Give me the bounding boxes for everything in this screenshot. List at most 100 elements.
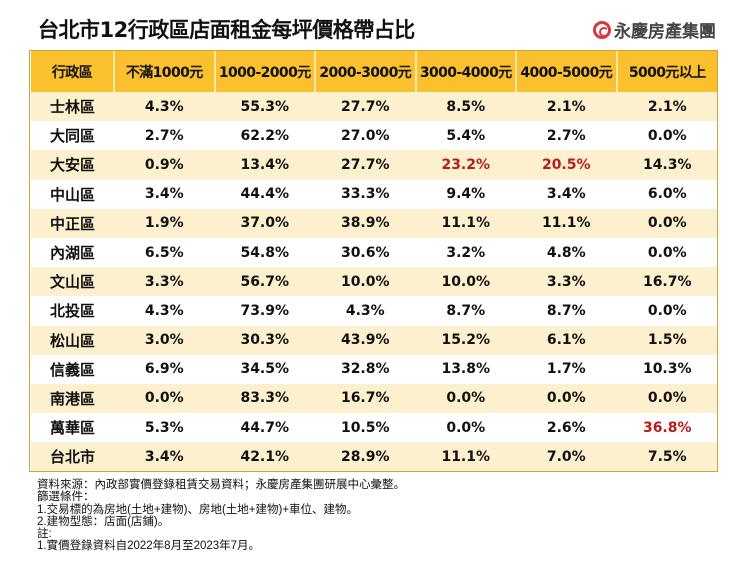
percent-cell: 9.4% <box>415 179 516 209</box>
percent-cell: 13.4% <box>214 150 315 180</box>
percent-cell: 10.0% <box>415 267 516 297</box>
table-row: 台北市 3.4% 42.1% 28.9% 11.1% 7.0% 7.5% <box>31 442 717 472</box>
percent-cell: 3.3% <box>114 267 215 297</box>
percent-cell: 1.9% <box>114 208 215 238</box>
percent-cell: 3.4% <box>114 442 215 472</box>
percent-cell: 28.9% <box>315 442 416 472</box>
percent-cell: 27.7% <box>315 150 416 180</box>
percent-cell: 11.1% <box>415 208 516 238</box>
price-band-table: 行政區 不滿1000元 1000-2000元 2000-3000元 3000-4000元… <box>30 51 717 472</box>
percent-cell: 0.0% <box>616 208 717 238</box>
footnotes: 資料來源：內政部實價登錄租賃交易資料；永慶房產集團研展中心彙整。 篩選條件： 1.交… <box>37 479 405 553</box>
district-cell: 大安區 <box>31 150 114 180</box>
percent-cell: 0.0% <box>616 383 717 414</box>
percent-cell: 11.1% <box>415 442 516 472</box>
percent-cell: 44.7% <box>214 413 315 443</box>
footnote-line: 註: <box>37 528 52 541</box>
district-cell: 中山區 <box>31 179 114 209</box>
percent-cell: 3.2% <box>415 237 516 268</box>
district-cell: 松山區 <box>31 325 114 355</box>
table-row: 中山區 3.4% 44.4% 33.3% 9.4% 3.4% 6.0% <box>31 179 717 209</box>
percent-cell: 7.5% <box>616 442 717 472</box>
percent-cell: 0.9% <box>114 150 215 180</box>
footnote-line: 2.建物型態：店面(店鋪)。 <box>37 515 170 528</box>
column-header: 4000-5000元 <box>515 51 617 92</box>
percent-cell: 1.7% <box>516 354 617 384</box>
percent-cell: 62.2% <box>214 121 315 151</box>
district-cell: 文山區 <box>31 267 114 297</box>
district-cell: 萬華區 <box>31 413 114 443</box>
district-cell: 中正區 <box>31 208 114 238</box>
percent-cell: 6.1% <box>516 325 617 355</box>
percent-cell: 44.4% <box>214 179 315 209</box>
percent-cell: 7.0% <box>516 442 617 472</box>
district-cell: 台北市 <box>31 442 114 472</box>
percent-cell: 13.8% <box>415 354 516 384</box>
percent-cell: 4.3% <box>315 296 416 326</box>
percent-cell: 32.8% <box>315 354 416 384</box>
percent-cell: 4.3% <box>114 92 215 122</box>
percent-cell: 0.0% <box>616 237 717 268</box>
percent-cell: 2.7% <box>516 121 617 151</box>
percent-cell: 16.7% <box>315 383 416 414</box>
percent-cell: 56.7% <box>214 267 315 297</box>
percent-cell: 6.5% <box>114 237 215 268</box>
percent-cell: 0.0% <box>415 413 516 443</box>
district-cell: 大同區 <box>31 121 114 151</box>
percent-cell: 1.5% <box>616 325 717 355</box>
percent-cell: 37.0% <box>214 208 315 238</box>
percent-cell: 27.0% <box>315 121 416 151</box>
percent-cell: 20.5% <box>516 150 617 180</box>
district-cell: 信義區 <box>31 354 114 384</box>
table-row: 內湖區 6.5% 54.8% 30.6% 3.2% 4.8% 0.0% <box>31 237 717 268</box>
percent-cell: 11.1% <box>516 208 617 238</box>
column-header: 行政區 <box>31 51 114 92</box>
percent-cell: 83.3% <box>214 383 315 414</box>
table-row: 北投區 4.3% 73.9% 4.3% 8.7% 8.7% 0.0% <box>31 296 717 326</box>
percent-cell: 3.0% <box>114 325 215 355</box>
percent-cell: 4.3% <box>114 296 215 326</box>
table-row: 大同區 2.7% 62.2% 27.0% 5.4% 2.7% 0.0% <box>31 121 717 151</box>
brand-logo: 永慶房產集團 <box>593 17 716 42</box>
percent-cell: 43.9% <box>315 325 416 355</box>
percent-cell: 36.8% <box>616 413 717 443</box>
percent-cell: 34.5% <box>214 354 315 384</box>
percent-cell: 8.7% <box>415 296 516 326</box>
percent-cell: 4.8% <box>516 237 617 268</box>
percent-cell: 2.1% <box>616 92 717 122</box>
percent-cell: 42.1% <box>214 442 315 472</box>
column-header: 3000-4000元 <box>414 51 516 92</box>
percent-cell: 23.2% <box>415 150 516 180</box>
percent-cell: 2.7% <box>114 121 215 151</box>
footnote-line: 篩選條件： <box>37 491 95 504</box>
percent-cell: 3.4% <box>516 179 617 209</box>
table-row: 大安區 0.9% 13.4% 27.7% 23.2% 20.5% 14.3% <box>31 150 717 180</box>
percent-cell: 10.3% <box>616 354 717 384</box>
percent-cell: 15.2% <box>415 325 516 355</box>
footnote-line: 資料來源：內政部實價登錄租賃交易資料；永慶房產集團研展中心彙整。 <box>37 479 405 491</box>
percent-cell: 55.3% <box>214 92 315 122</box>
column-header: 2000-3000元 <box>314 51 416 92</box>
percent-cell: 0.0% <box>516 383 617 414</box>
percent-cell: 3.4% <box>114 179 215 209</box>
percent-cell: 8.5% <box>415 92 516 122</box>
percent-cell: 0.0% <box>616 296 717 326</box>
table-row: 文山區 3.3% 56.7% 10.0% 10.0% 3.3% 16.7% <box>31 267 717 297</box>
table-row: 南港區 0.0% 83.3% 16.7% 0.0% 0.0% 0.0% <box>31 383 717 414</box>
district-cell: 士林區 <box>31 92 114 122</box>
table-header-row: 行政區 不滿1000元 1000-2000元 2000-3000元 3000-4000元… <box>31 51 717 92</box>
percent-cell: 30.6% <box>315 237 416 268</box>
percent-cell: 5.4% <box>415 121 516 151</box>
percent-cell: 0.0% <box>114 383 215 414</box>
percent-cell: 30.3% <box>214 325 315 355</box>
percent-cell: 16.7% <box>616 267 717 297</box>
percent-cell: 27.7% <box>315 92 416 122</box>
percent-cell: 10.0% <box>315 267 416 297</box>
percent-cell: 6.9% <box>114 354 215 384</box>
percent-cell: 33.3% <box>315 179 416 209</box>
percent-cell: 38.9% <box>315 208 416 238</box>
table-row: 中正區 1.9% 37.0% 38.9% 11.1% 11.1% 0.0% <box>31 208 717 238</box>
percent-cell: 0.0% <box>616 121 717 151</box>
table-row: 松山區 3.0% 30.3% 43.9% 15.2% 6.1% 1.5% <box>31 325 717 355</box>
percent-cell: 14.3% <box>616 150 717 180</box>
